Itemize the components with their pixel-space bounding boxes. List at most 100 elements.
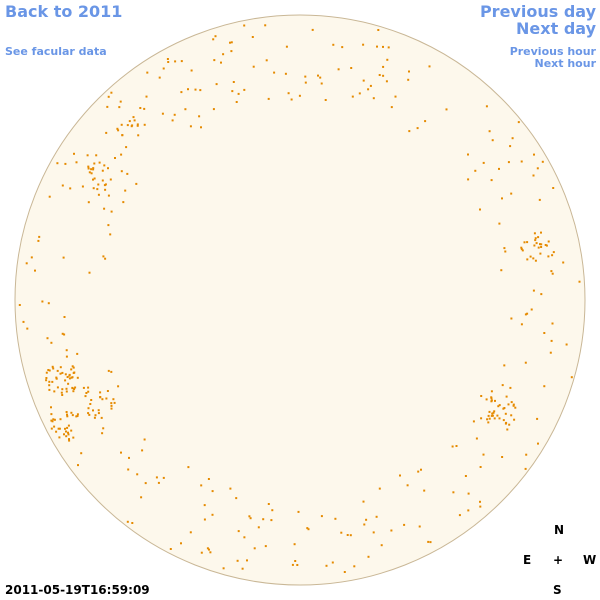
solar-disc (14, 14, 586, 586)
facula-speck (537, 442, 539, 445)
facula-speck (110, 210, 113, 213)
facula-speck (130, 125, 133, 128)
facula-speck (45, 371, 48, 374)
facula-speck (51, 365, 54, 368)
facula-speck (334, 517, 337, 520)
facula-speck (70, 429, 73, 432)
facula-speck (136, 123, 139, 126)
facula-speck (98, 161, 101, 164)
facula-speck (88, 171, 91, 174)
facula-speck (66, 426, 69, 429)
facula-speck (543, 385, 546, 388)
facula-speck (562, 261, 565, 264)
facula-speck (41, 300, 44, 303)
facula-speck (103, 164, 106, 167)
facula-speck (428, 65, 431, 68)
facula-speck (140, 496, 143, 499)
facula-speck (236, 559, 239, 562)
facula-speck (57, 427, 60, 430)
facula-speck (66, 415, 69, 418)
facula-speck (75, 161, 78, 164)
facula-speck (390, 106, 393, 109)
facula-speck (493, 410, 496, 413)
facula-speck (498, 404, 501, 407)
facula-speck (90, 399, 93, 401)
facula-speck (72, 390, 75, 393)
facula-speck (67, 424, 70, 427)
facula-speck (243, 88, 246, 91)
facula-speck (497, 405, 500, 408)
facula-speck (406, 484, 409, 487)
facula-speck (536, 167, 539, 170)
facula-speck (87, 165, 90, 168)
previous-day-link[interactable]: Previous day (479, 2, 596, 21)
facula-speck (510, 192, 513, 195)
facular-data-link[interactable]: See facular data (5, 45, 107, 58)
facula-speck (68, 373, 71, 376)
facula-speck (120, 451, 122, 454)
facula-speck (532, 174, 535, 177)
facula-speck (417, 470, 420, 473)
facula-speck (116, 127, 119, 130)
facula-speck (208, 548, 210, 551)
facula-speck (56, 386, 59, 389)
facula-speck (530, 308, 533, 311)
facula-speck (507, 403, 510, 406)
facula-speck (101, 179, 104, 182)
facula-speck (540, 246, 543, 248)
facula-speck (48, 384, 51, 387)
facula-speck (50, 413, 53, 416)
facula-speck (64, 162, 67, 165)
facula-speck (71, 414, 74, 417)
facula-speck (199, 89, 202, 92)
facula-speck (285, 45, 288, 48)
facula-speck (81, 185, 84, 188)
facula-speck (65, 355, 68, 358)
facula-speck (114, 157, 116, 159)
facula-speck (526, 258, 529, 261)
facula-speck (120, 153, 123, 156)
facula-speck (72, 436, 75, 439)
facula-speck (509, 386, 512, 389)
facula-speck (65, 411, 68, 413)
facula-speck (203, 504, 206, 507)
facula-speck (65, 430, 67, 433)
facula-speck (420, 468, 422, 471)
facula-speck (294, 560, 297, 562)
facula-speck (88, 271, 91, 274)
facula-speck (296, 564, 299, 566)
facula-speck (180, 542, 182, 545)
facula-speck (540, 293, 543, 296)
facula-speck (230, 50, 233, 53)
facula-speck (72, 366, 75, 369)
facula-speck (141, 449, 144, 452)
facula-speck (92, 409, 94, 412)
facula-speck (61, 371, 64, 374)
facula-speck (69, 187, 72, 190)
facula-speck (211, 513, 214, 516)
facula-speck (18, 304, 21, 306)
facula-speck (488, 410, 491, 413)
facula-speck (55, 430, 58, 433)
facula-speck (503, 247, 506, 250)
facula-speck (382, 45, 384, 48)
facula-speck (131, 522, 134, 524)
back-link[interactable]: Back to 2011 (5, 2, 123, 21)
facula-speck (222, 567, 225, 570)
facula-speck (200, 484, 203, 487)
facula-speck (243, 24, 246, 27)
next-hour-link[interactable]: Next hour (534, 57, 597, 70)
facula-speck (110, 370, 113, 373)
facula-speck (171, 119, 174, 122)
facula-speck (59, 372, 62, 375)
next-day-link[interactable]: Next day (516, 19, 596, 38)
facula-speck (235, 101, 238, 103)
facula-speck (537, 236, 540, 239)
facula-speck (22, 320, 25, 323)
facula-speck (61, 388, 64, 391)
facula-speck (507, 161, 510, 164)
facula-speck (136, 124, 139, 127)
facula-speck (501, 384, 504, 387)
facula-speck (418, 525, 421, 528)
previous-hour-link[interactable]: Previous hour (509, 45, 596, 58)
